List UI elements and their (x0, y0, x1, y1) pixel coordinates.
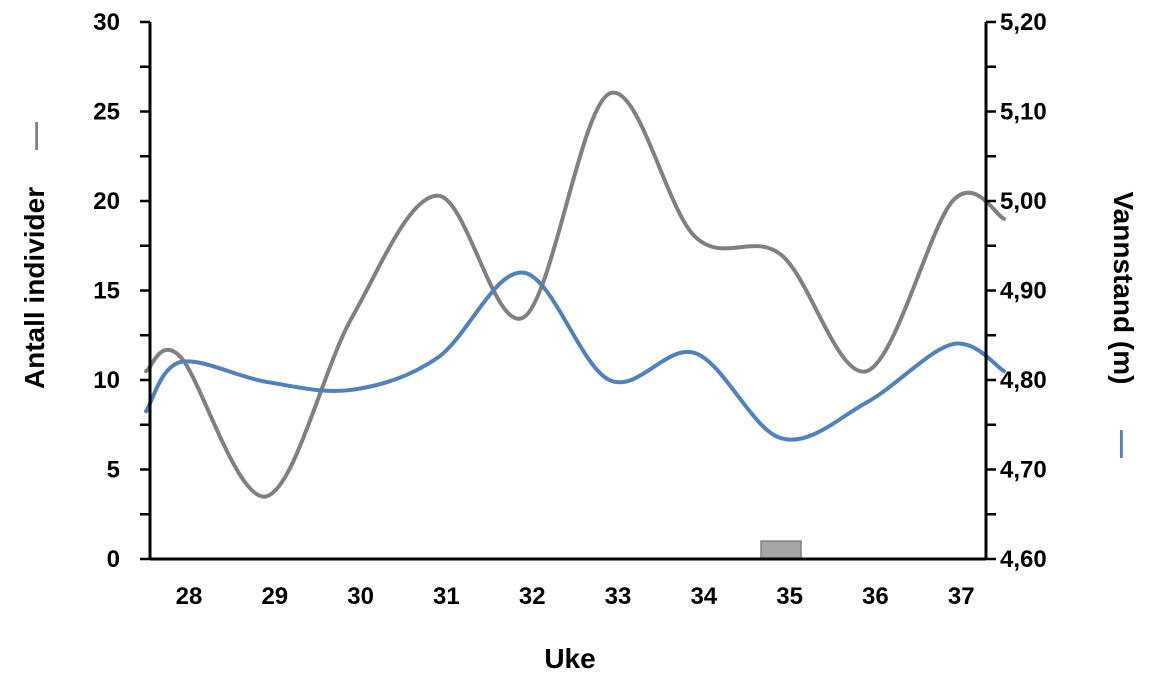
y-right-tick-label: 4,70 (1000, 457, 1047, 484)
x-tick-label: 31 (433, 583, 460, 610)
y-right-tick-label: 5,10 (1000, 99, 1047, 126)
y-right-tick-label: 4,80 (1000, 367, 1047, 394)
axes-layer (140, 20, 996, 561)
x-tick-label: 29 (261, 583, 288, 610)
y-left-tick-label: 5 (107, 457, 120, 484)
x-tick-label: 37 (948, 583, 975, 610)
y-right-tick-label: 5,00 (1000, 188, 1047, 215)
line-layer (144, 90, 1007, 499)
x-tick-label: 30 (347, 583, 374, 610)
x-tick-label: 35 (776, 583, 803, 610)
x-tick-label: 28 (176, 583, 203, 610)
x-axis-title: Uke (544, 643, 595, 674)
y-right-tick-label: 5,20 (1000, 9, 1047, 36)
x-tick-label: 36 (862, 583, 889, 610)
tick-label-layer: 0 5 10 15 20 25 30 4,60 4,70 4,80 4,90 5,00 5,10 5,20… (93, 9, 1046, 610)
y-left-tick-label: 30 (93, 9, 120, 36)
series-line-count (144, 90, 1007, 499)
y-left-axis-title: Antall individer (19, 187, 50, 389)
y-left-tick-label: 0 (107, 546, 120, 573)
x-tick-label: 33 (605, 583, 632, 610)
x-tick-label: 34 (690, 583, 717, 610)
x-tick-label: 32 (519, 583, 546, 610)
y-left-tick-label: 15 (93, 278, 120, 305)
y-right-tick-label: 4,60 (1000, 546, 1047, 573)
y-left-tick-label: 10 (93, 367, 120, 394)
y-right-legend-symbol: — (1108, 430, 1139, 458)
y-left-tick-label: 20 (93, 188, 120, 215)
bar-layer (760, 540, 802, 560)
y-right-tick-label: 4,90 (1000, 278, 1047, 305)
y-left-tick-label: 25 (93, 99, 120, 126)
y-left-legend-symbol: — (19, 122, 50, 150)
y-right-axis-title: Vannstand (m) (1108, 192, 1139, 385)
data-bar (760, 540, 802, 560)
series-line-water-level (144, 270, 1007, 442)
